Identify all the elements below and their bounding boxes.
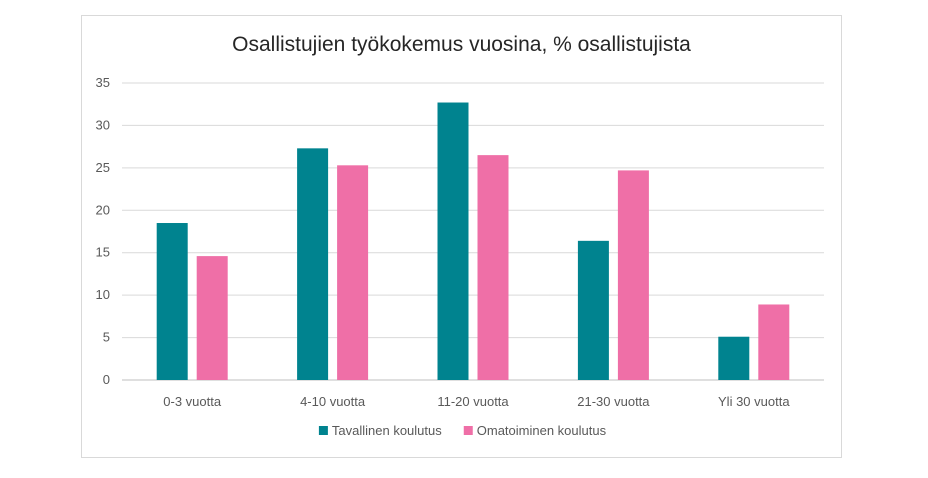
legend-swatch [463,426,473,435]
bar-tavallinen-2 [437,102,469,380]
y-tick-label: 30 [96,117,110,132]
chart-frame: Osallistujien työkokemus vuosina, % osal… [81,15,842,458]
y-tick-label: 15 [96,245,110,260]
legend-item-0: Tavallinen koulutus [318,423,442,438]
gridlines [122,82,824,381]
x-tick-label: 4-10 vuotta [300,394,366,409]
legend-label: Omatoiminen koulutus [477,423,607,438]
legend-swatch [318,426,328,435]
y-tick-label: 5 [103,330,110,345]
x-tick-label: 21-30 vuotta [577,394,650,409]
bar-omatoiminen-0 [196,256,228,380]
y-tick-label: 0 [103,372,110,387]
legend-item-1: Omatoiminen koulutus [463,423,607,438]
bar-tavallinen-0 [156,223,188,380]
bar-chart: 0 5 10 15 20 25 30 35 0-3 vuotta 4-10 vuotta 11-2… [96,75,824,438]
bar-omatoiminen-2 [477,155,509,380]
legend-label: Tavallinen koulutus [332,423,442,438]
x-tick-label: Yli 30 vuotta [718,394,790,409]
bar-tavallinen-4 [718,336,750,380]
legend: Tavallinen koulutus Omatoiminen koulutus [318,423,607,438]
bar-omatoiminen-1 [337,165,369,380]
bar-tavallinen-1 [297,148,329,380]
x-tick-label: 11-20 vuotta [437,394,509,409]
y-tick-label: 20 [96,202,110,217]
y-tick-label: 35 [96,75,110,90]
chart-title: Osallistujien työkokemus vuosina, % osal… [232,33,691,56]
bar-omatoiminen-3 [617,170,649,380]
y-axis-ticks: 0 5 10 15 20 25 30 35 [96,75,110,387]
bar-tavallinen-3 [577,240,609,380]
x-tick-label: 0-3 vuotta [163,394,222,409]
y-tick-label: 25 [96,160,110,175]
bar-omatoiminen-4 [758,304,790,380]
y-tick-label: 10 [96,287,110,302]
x-axis-ticks: 0-3 vuotta 4-10 vuotta 11-20 vuotta 21-30 v… [163,394,790,409]
bars [156,102,790,380]
